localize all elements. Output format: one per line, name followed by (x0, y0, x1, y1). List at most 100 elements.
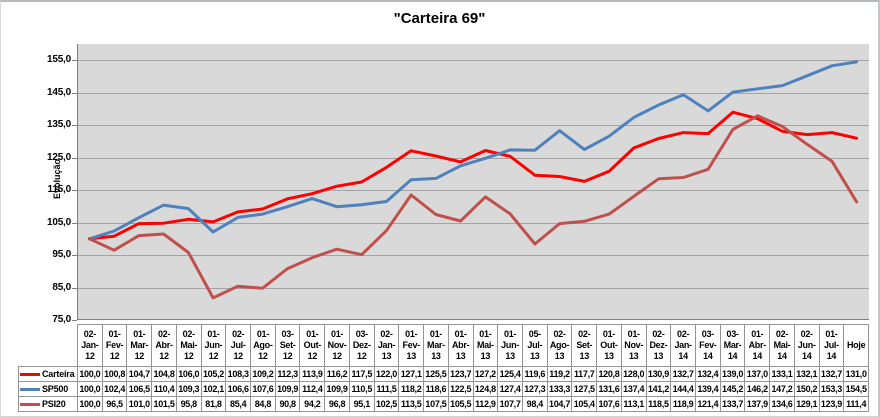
table-cell: 122,0 (373, 366, 400, 382)
table-header-cell: 01-Nov-13 (620, 324, 647, 367)
table-cell: 106,6 (225, 381, 252, 397)
table-cell: 141,2 (645, 381, 672, 397)
table-cell: 127,5 (571, 381, 598, 397)
table-header-cell: 02-Jul-12 (225, 324, 252, 367)
table-cell: 154,5 (843, 381, 869, 397)
table-row-carteira: Carteira 100,0 100,8 104,7 104,8 106,0 105,2 10… (18, 366, 869, 382)
table-corner-cell (19, 325, 78, 367)
legend-line-swatch-icon (20, 403, 40, 407)
table-cell: 129,1 (793, 396, 820, 412)
table-cell: 128,0 (620, 366, 647, 382)
table-cell: 112,3 (274, 366, 301, 382)
table-cell: 109,9 (274, 381, 301, 397)
table-header-cell: 02-Dez-13 (645, 324, 672, 367)
table-cell: 118,9 (670, 396, 696, 412)
table-header-cell: 05-Jul-13 (521, 324, 548, 367)
table-cell: 105,2 (200, 366, 227, 382)
table-cell: 100,8 (101, 366, 128, 382)
table-cell: 131,0 (843, 366, 869, 382)
table-header-cell: 02-Set-13 (571, 324, 598, 367)
table-header-row: 02-Jan-12 01-Fev-12 01-Mar-12 02-Abr-12 02-M… (19, 324, 869, 367)
table-cell: 131,6 (596, 381, 622, 397)
chart-title: "Carteira 69" (393, 10, 486, 27)
table-cell: 125,5 (423, 366, 449, 382)
table-header-cell: 02-Mai-12 (175, 324, 202, 367)
table-cell: 123,9 (818, 396, 845, 412)
table-cell: 113,9 (299, 366, 326, 382)
legend-item-psi20: PSI20 (18, 396, 78, 412)
table-cell: 147,2 (769, 381, 795, 397)
table-cell: 132,7 (818, 366, 845, 382)
table-cell: 119,6 (521, 366, 548, 382)
table-cell: 107,6 (250, 381, 276, 397)
table-cell: 102,1 (200, 381, 227, 397)
table-cell: 107,6 (596, 396, 622, 412)
table-cell: 133,1 (769, 366, 795, 382)
table-cell: 132,1 (793, 366, 820, 382)
table-cell: 107,7 (497, 396, 523, 412)
table-cell: 113,1 (620, 396, 647, 412)
table-cell: 81,8 (200, 396, 227, 412)
table-header-cell: 02-Jun-14 (793, 324, 820, 367)
table-cell: 117,7 (571, 366, 598, 382)
y-axis-tick-label: 95,0 (52, 249, 71, 261)
table-header-cell: 01-Jun-12 (200, 324, 227, 367)
table-header-cell: 02-Jan-14 (670, 324, 696, 367)
table-cell: 102,4 (101, 381, 128, 397)
table-cell: 96,8 (324, 396, 350, 412)
table-cell: 122,5 (447, 381, 474, 397)
table-cell: 105,4 (571, 396, 598, 412)
table-cell: 96,5 (101, 396, 128, 412)
table-cell: 102,5 (373, 396, 400, 412)
table-header-cell: 01-Jun-13 (497, 324, 523, 367)
table-cell: 127,2 (472, 366, 499, 382)
table-cell: 104,7 (546, 396, 573, 412)
table-header-cell: 02-Mai-14 (769, 324, 795, 367)
table-header-cell: 01-Ago-12 (250, 324, 276, 367)
y-axis-tick-label: 145,0 (46, 86, 71, 98)
table-cell: 112,9 (472, 396, 499, 412)
table-cell: 110,5 (348, 381, 375, 397)
table-header-cell: 01-Abr-13 (447, 324, 474, 367)
table-cell: 127,3 (521, 381, 548, 397)
table-header-cell: 01-Out-12 (299, 324, 326, 367)
table-cell: 113,5 (398, 396, 425, 412)
plot-area (72, 44, 869, 321)
y-axis-tick-label: 115,0 (47, 184, 72, 196)
table-header-cell: 01-Fev-12 (101, 324, 128, 367)
table-cell: 120,8 (596, 366, 622, 382)
table-header-cell: 03-Dez-12 (348, 324, 375, 367)
table-cell: 137,0 (744, 366, 771, 382)
table-header-cell: 03-Set-12 (274, 324, 301, 367)
y-axis-tick-label: 135,0 (46, 119, 71, 131)
table-cell: 118,6 (423, 381, 449, 397)
legend-label: SP500 (42, 384, 69, 394)
table-header-cell: 03-Mar-14 (719, 324, 746, 367)
table-cell: 150,2 (793, 381, 820, 397)
table-cell: 107,5 (423, 396, 449, 412)
table-cell: 105,5 (447, 396, 474, 412)
table-header-cell: 01-Abr-14 (744, 324, 771, 367)
y-axis-tick-label: 125,0 (46, 151, 71, 163)
table-cell: 109,3 (175, 381, 202, 397)
table-cell: 133,7 (719, 396, 746, 412)
table-cell: 85,4 (225, 396, 252, 412)
table-cell: 145,2 (719, 381, 746, 397)
y-axis-tick-label: 155,0 (46, 54, 71, 66)
table-cell: 132,7 (670, 366, 696, 382)
table-cell: 106,0 (175, 366, 202, 382)
table-cell: 123,7 (447, 366, 474, 382)
table-header-cell: 02-Jan-13 (373, 324, 400, 367)
table-cell: 144,4 (670, 381, 696, 397)
table-cell: 110,4 (151, 381, 177, 397)
table-cell: 117,5 (348, 366, 375, 382)
table-header-cell: 01-Fev-13 (398, 324, 425, 367)
table-header-cell: 01-Jul-14 (818, 324, 845, 367)
table-cell: 109,9 (324, 381, 350, 397)
table-cell: 153,3 (818, 381, 845, 397)
table-cell: 125,4 (497, 366, 523, 382)
table-cell: 100,0 (77, 381, 103, 397)
table-cell: 104,7 (126, 366, 153, 382)
table-header-cell: 01-Mar-13 (423, 324, 449, 367)
